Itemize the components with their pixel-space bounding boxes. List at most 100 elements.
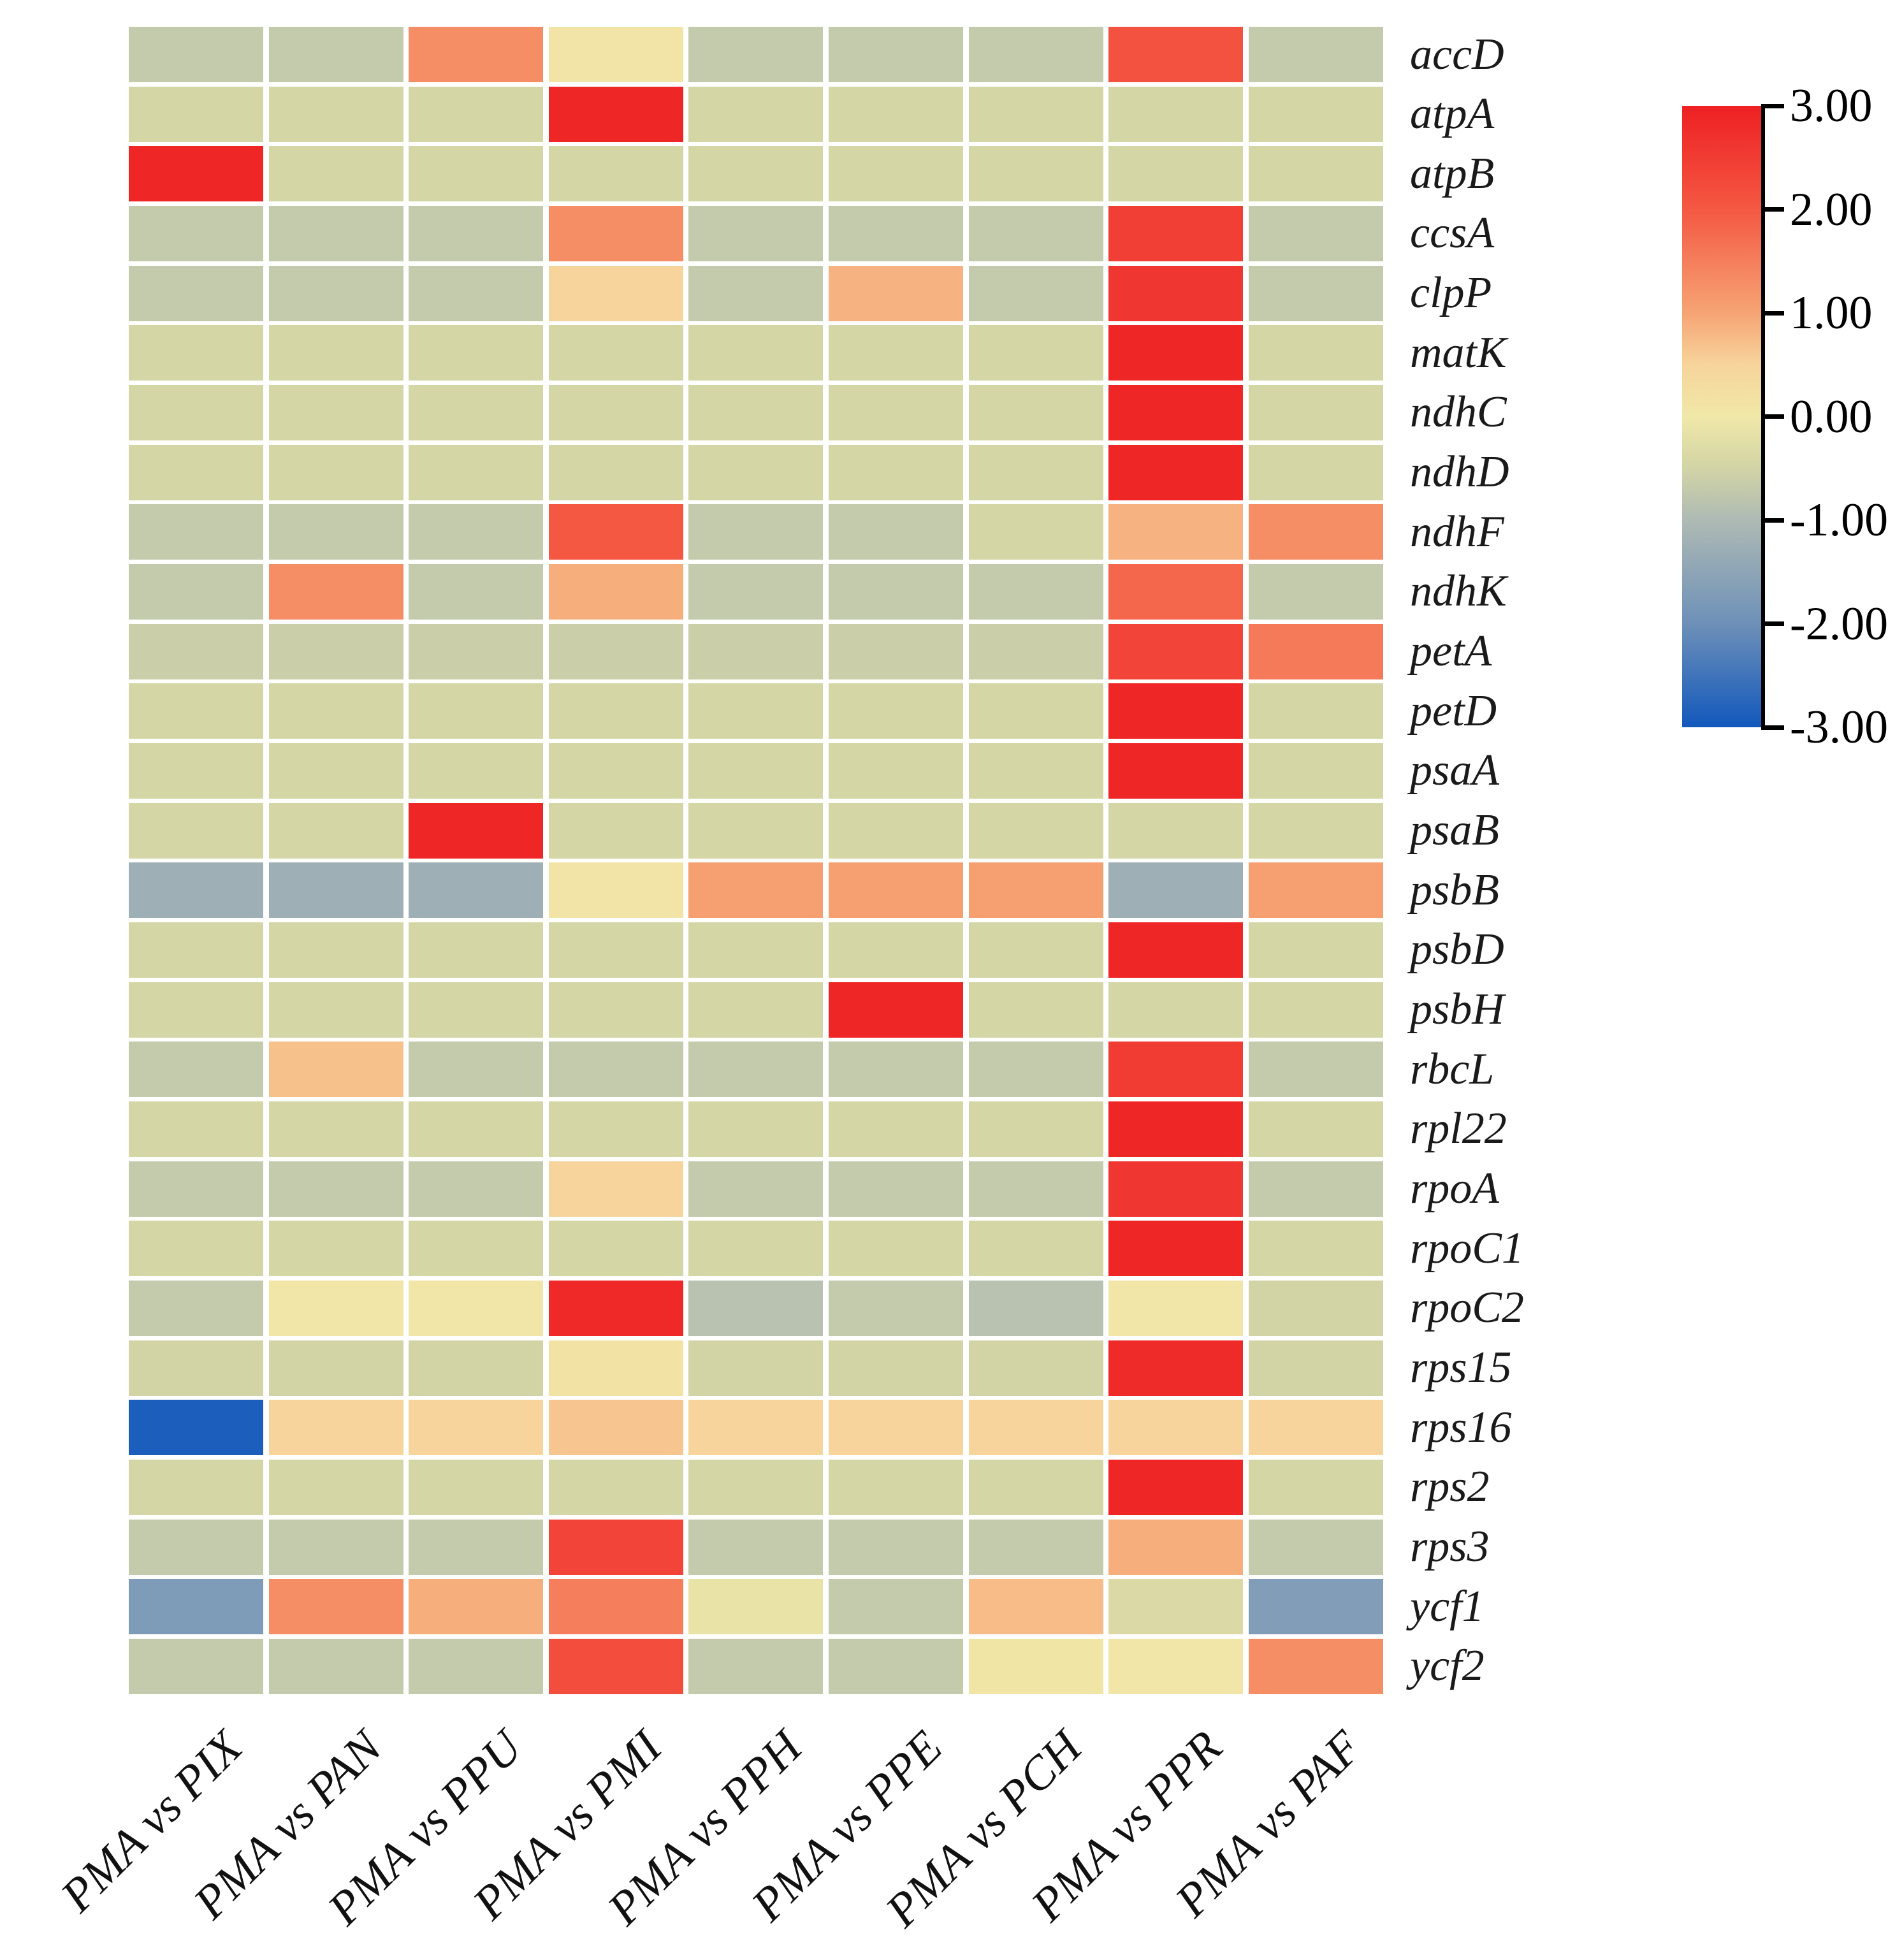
heatmap-cell <box>829 205 963 261</box>
heatmap-cell <box>1108 1340 1244 1396</box>
heatmap-cell <box>268 743 403 799</box>
heatmap-cell <box>409 86 544 142</box>
heatmap-cell <box>548 1101 683 1157</box>
heatmap-cell <box>268 1638 403 1694</box>
heatmap-cell <box>829 1340 963 1396</box>
heatmap-cell <box>548 743 683 799</box>
heatmap-cell <box>688 683 824 739</box>
heatmap-cell <box>688 623 824 679</box>
gene-label: petD <box>1410 686 1497 736</box>
heatmap-cell <box>1108 862 1244 918</box>
heatmap-cell <box>129 27 263 82</box>
heatmap-cell <box>1248 1340 1383 1396</box>
heatmap-cell <box>129 1042 263 1098</box>
heatmap-cell <box>268 1280 403 1336</box>
heatmap-cell <box>268 1400 403 1456</box>
heatmap-cell <box>129 1519 263 1575</box>
heatmap-cell <box>268 146 403 202</box>
colorbar-tick-label: -3.00 <box>1790 701 1888 753</box>
heatmap-cell <box>409 1638 544 1694</box>
heatmap-cell <box>129 683 263 739</box>
heatmap-cell <box>548 1042 683 1098</box>
colorbar-tick <box>1761 310 1784 316</box>
heatmap-cell <box>129 563 263 620</box>
heatmap-cell <box>548 1579 683 1635</box>
heatmap-cell <box>1108 982 1244 1038</box>
heatmap-cell <box>548 27 683 82</box>
heatmap-cell <box>409 1519 544 1575</box>
heatmap-cell <box>409 922 544 978</box>
heatmap-cell <box>968 504 1103 560</box>
colorbar-tick-label: 3.00 <box>1790 80 1873 132</box>
heatmap-cell <box>548 1519 683 1575</box>
heatmap-cell <box>409 1579 544 1635</box>
heatmap-cell <box>829 1221 963 1277</box>
heatmap-cell <box>968 27 1103 82</box>
heatmap-cell <box>968 1519 1103 1575</box>
gene-label: matK <box>1410 328 1507 377</box>
heatmap-cell <box>129 1579 263 1635</box>
heatmap-cell <box>129 146 263 202</box>
colorbar-tick <box>1761 725 1784 730</box>
gene-label: rpoA <box>1410 1164 1499 1214</box>
gene-label: ycf1 <box>1410 1581 1485 1631</box>
gene-label: accD <box>1410 29 1504 79</box>
heatmap-cell <box>688 922 824 978</box>
heatmap-cell <box>829 982 963 1038</box>
heatmap-cell <box>829 862 963 918</box>
heatmap-cell <box>1248 384 1383 440</box>
gene-label: atpB <box>1410 149 1495 198</box>
heatmap-cell <box>688 982 824 1038</box>
heatmap-cell <box>548 384 683 440</box>
gene-label: ycf2 <box>1410 1641 1485 1691</box>
heatmap-cell <box>548 1340 683 1396</box>
heatmap-cell <box>129 1400 263 1456</box>
heatmap-cell <box>1248 27 1383 82</box>
heatmap-cell <box>1108 1280 1244 1336</box>
heatmap-cell <box>548 1459 683 1515</box>
colorbar-tick <box>1761 103 1784 108</box>
gene-label: petA <box>1410 627 1492 676</box>
heatmap-cell <box>968 1101 1103 1157</box>
heatmap-cell <box>268 982 403 1038</box>
heatmap-cell <box>829 265 963 321</box>
heatmap-cell <box>268 205 403 261</box>
heatmap-cell <box>829 1459 963 1515</box>
heatmap-cell <box>1248 802 1383 859</box>
heatmap-cell <box>129 982 263 1038</box>
heatmap-cell <box>268 1042 403 1098</box>
gene-label: ndhD <box>1410 447 1509 497</box>
heatmap-cell <box>268 444 403 500</box>
heatmap-cell <box>968 1340 1103 1396</box>
heatmap-cell <box>688 146 824 202</box>
gene-label: rpoC1 <box>1410 1223 1524 1273</box>
heatmap-cell <box>968 862 1103 918</box>
gene-label: rbcL <box>1410 1044 1495 1094</box>
heatmap-cell <box>1108 265 1244 321</box>
heatmap-cell <box>1248 325 1383 381</box>
heatmap-cell <box>829 743 963 799</box>
heatmap-cell <box>1248 1101 1383 1157</box>
heatmap-cell <box>968 86 1103 142</box>
heatmap-cell <box>1108 444 1244 500</box>
heatmap-cell <box>129 1459 263 1515</box>
heatmap-cell <box>829 1101 963 1157</box>
heatmap-cell <box>1108 1579 1244 1635</box>
gene-label: psbD <box>1410 925 1504 975</box>
heatmap-cell <box>1248 1161 1383 1217</box>
heatmap-cell <box>1108 1042 1244 1098</box>
heatmap-cell <box>968 1161 1103 1217</box>
heatmap-cell <box>129 265 263 321</box>
heatmap-cell <box>688 444 824 500</box>
heatmap-cell <box>968 1221 1103 1277</box>
heatmap-cell <box>268 563 403 620</box>
heatmap-cell <box>268 1340 403 1396</box>
heatmap-cell <box>129 86 263 142</box>
heatmap-cell <box>968 1280 1103 1336</box>
heatmap-cell <box>1248 444 1383 500</box>
heatmap-cell <box>268 862 403 918</box>
heatmap-cell <box>548 563 683 620</box>
heatmap-cell <box>968 146 1103 202</box>
heatmap-cell <box>1108 325 1244 381</box>
